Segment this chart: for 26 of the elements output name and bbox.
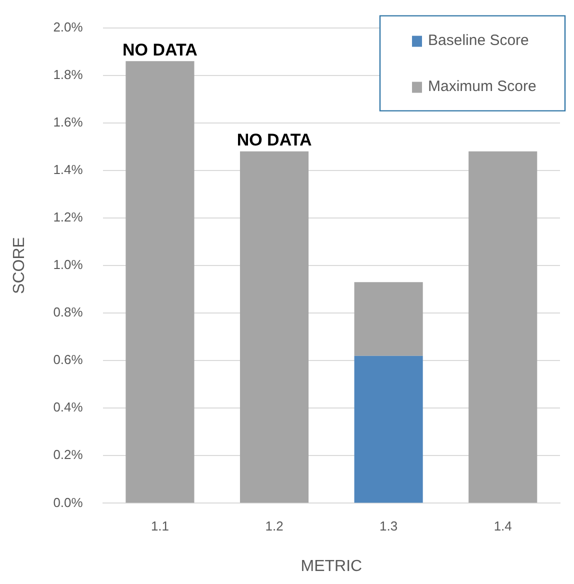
y-tick-label: 0.0%	[53, 494, 84, 510]
bar	[354, 282, 423, 356]
annotation: NO DATA	[236, 130, 312, 150]
bar	[240, 151, 309, 503]
x-tick-label: 1.2	[265, 518, 284, 534]
y-tick-label: 0.6%	[53, 352, 84, 368]
y-tick-label: 0.4%	[53, 400, 84, 415]
legend-label: Baseline Score	[428, 32, 529, 49]
y-axis-title: SCORE	[11, 237, 28, 294]
y-tick-label: 1.8%	[53, 66, 84, 82]
bar	[468, 151, 538, 503]
annotation: NO DATA	[122, 40, 198, 60]
y-tick-label: 0.2%	[53, 447, 84, 462]
x-tick-label: 1.4	[494, 518, 512, 534]
x-axis-title: METRIC	[300, 558, 362, 575]
y-tick-label: 1.6%	[53, 114, 84, 130]
y-tick-label: 1.4%	[53, 162, 84, 177]
y-tick-label: 2.0%	[53, 19, 84, 34]
x-tick-label: 1.3	[380, 518, 398, 534]
bar	[126, 61, 194, 503]
y-tick-label: 1.2%	[53, 210, 84, 225]
legend-label: Maximum Score	[428, 78, 536, 95]
y-tick-label: 1.0%	[53, 257, 84, 272]
y-tick-label: 0.8%	[53, 304, 84, 320]
bar	[354, 356, 423, 503]
x-tick-label: 1.1	[150, 518, 170, 534]
